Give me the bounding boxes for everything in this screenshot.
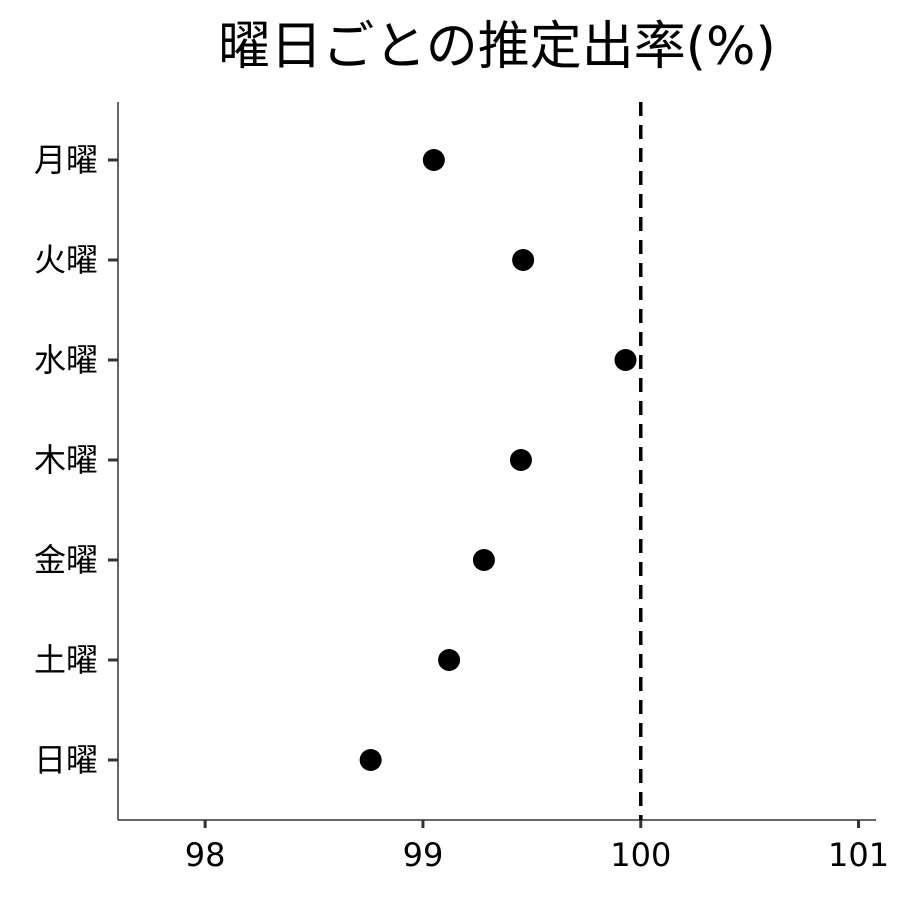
data-point xyxy=(472,549,495,571)
x-tick-label: 101 xyxy=(828,836,889,874)
axes xyxy=(108,102,876,828)
y-tick-label: 金曜 xyxy=(34,541,98,579)
y-tick-label: 土曜 xyxy=(34,641,98,679)
y-tick-label: 木曜 xyxy=(34,441,98,479)
data-point xyxy=(359,749,382,771)
data-point xyxy=(614,349,637,371)
y-tick-label: 火曜 xyxy=(34,241,98,279)
x-tick-label: 99 xyxy=(403,836,444,874)
data-point xyxy=(512,249,535,271)
chart-title: 曜日ごとの推定出率(%) xyxy=(218,17,775,77)
x-tick-label: 98 xyxy=(185,836,226,874)
data-point xyxy=(509,449,532,471)
x-tick-label: 100 xyxy=(610,836,671,874)
data-point xyxy=(438,649,461,671)
data-points xyxy=(359,149,637,771)
data-point xyxy=(422,149,445,171)
y-tick-label: 月曜 xyxy=(34,141,98,179)
y-tick-label: 水曜 xyxy=(34,341,98,379)
y-tick-label: 日曜 xyxy=(34,741,98,779)
